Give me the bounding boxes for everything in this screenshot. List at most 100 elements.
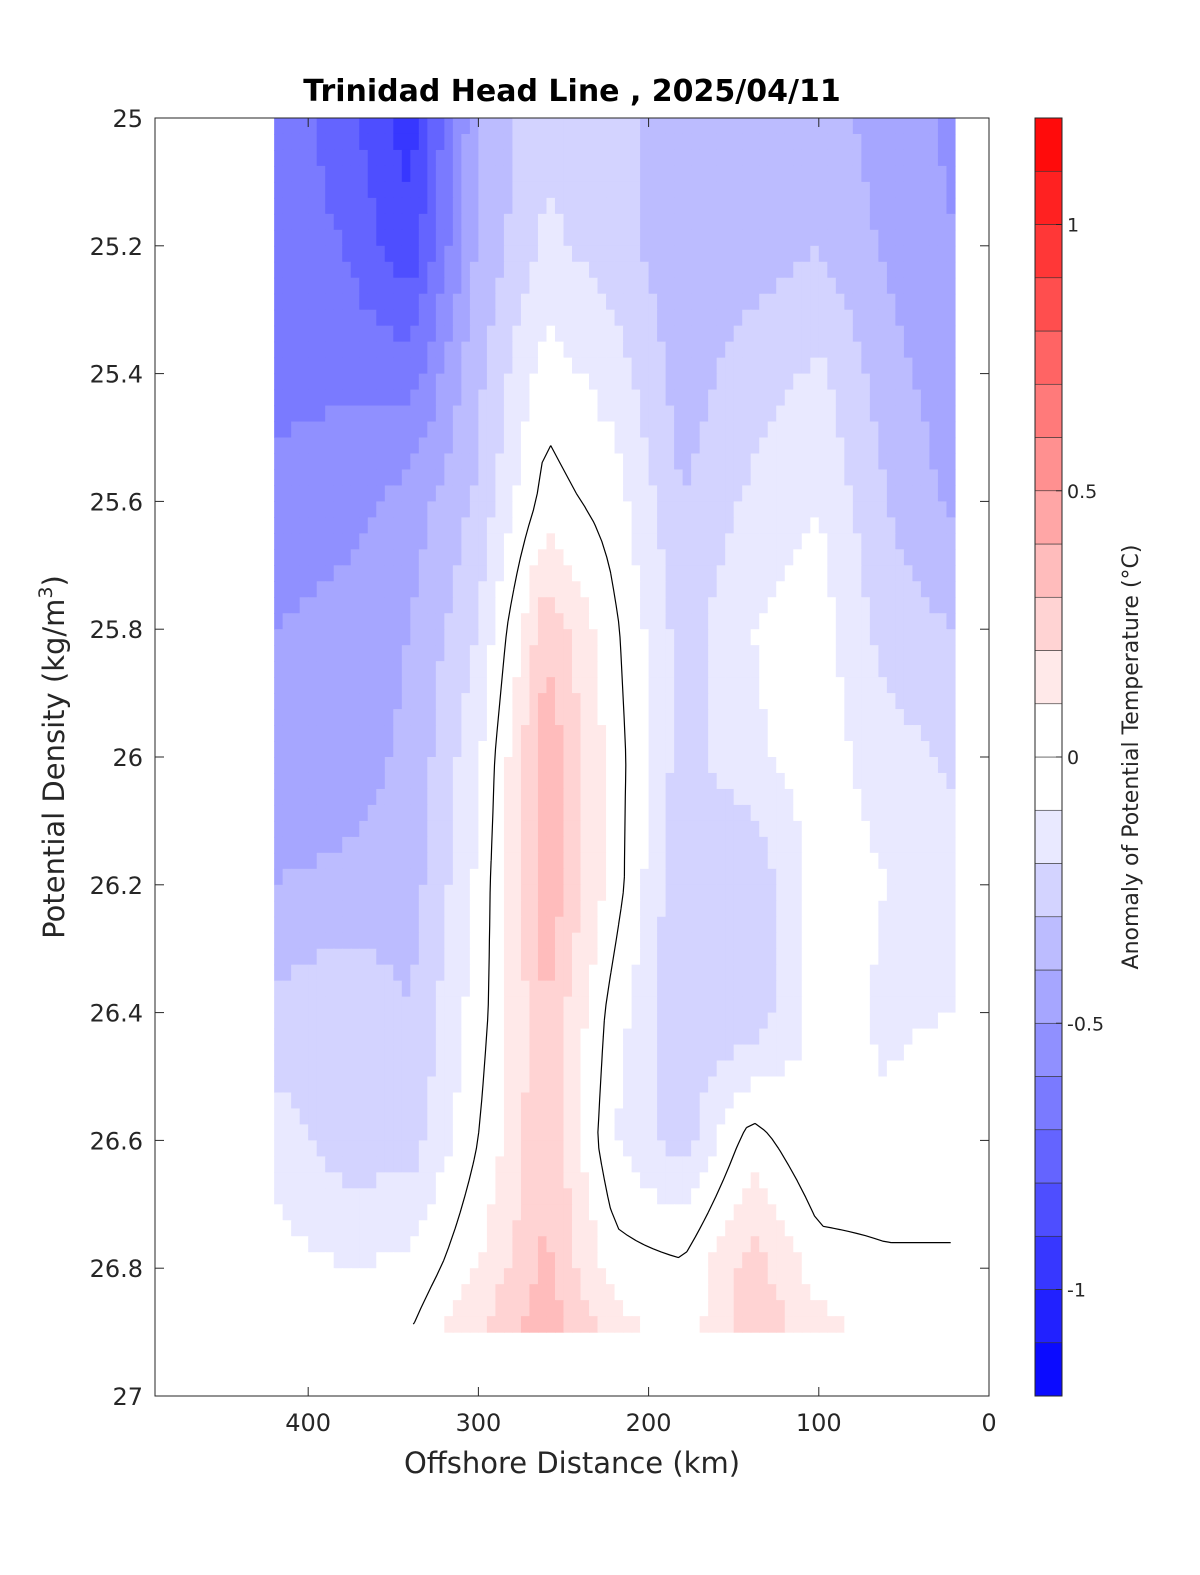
heat-cell — [572, 1060, 582, 1078]
heat-cell — [776, 645, 786, 662]
heat-cell — [316, 309, 326, 327]
heat-cell — [878, 709, 888, 726]
heat-cell — [520, 884, 531, 902]
heat-cell — [682, 1060, 692, 1078]
heat-cell — [435, 1076, 445, 1094]
heat-cell — [818, 709, 828, 726]
heat-cell — [623, 197, 633, 215]
heat-cell — [912, 133, 922, 151]
heat-cell — [606, 613, 616, 630]
heat-cell — [903, 453, 914, 471]
heat-cell — [869, 725, 879, 742]
heat-cell — [733, 788, 743, 806]
heat-cell — [299, 437, 309, 455]
heat-cell — [444, 1108, 454, 1126]
heat-cell — [631, 229, 641, 247]
heat-cell — [835, 836, 845, 854]
heat-cell — [733, 757, 743, 774]
heat-cell — [614, 629, 624, 646]
heat-cell — [537, 868, 548, 886]
heat-cell — [537, 373, 548, 391]
heat-cell — [350, 293, 360, 311]
heat-cell — [699, 1076, 709, 1094]
heat-cell — [580, 389, 590, 407]
heat-cell — [742, 485, 752, 502]
heat-cell — [333, 1028, 343, 1046]
heat-cell — [606, 948, 616, 966]
heat-cell — [640, 868, 650, 886]
heat-cell — [580, 1044, 590, 1062]
heat-cell — [546, 229, 556, 247]
heat-cell — [716, 133, 726, 151]
heat-cell — [461, 677, 471, 694]
heat-cell — [844, 629, 854, 646]
heat-cell — [554, 389, 565, 407]
heat-cell — [716, 309, 726, 327]
heat-cell — [742, 118, 752, 135]
heat-cell — [691, 868, 701, 886]
heat-cell — [376, 1076, 386, 1094]
heat-cell — [495, 1076, 505, 1094]
heat-cell — [793, 325, 803, 343]
heat-cell — [852, 533, 862, 550]
heat-cell — [648, 1092, 658, 1110]
heat-cell — [461, 772, 471, 790]
heat-cell — [325, 980, 335, 998]
heat-cell — [469, 325, 479, 343]
heat-cell — [572, 900, 582, 918]
heat-cell — [767, 357, 777, 375]
heat-cell — [274, 1108, 284, 1126]
heat-cell — [418, 1044, 428, 1062]
heat-cell — [410, 149, 420, 167]
heat-cell — [537, 165, 548, 183]
heat-cell — [716, 357, 726, 375]
heat-cell — [657, 389, 667, 407]
heat-cell — [342, 469, 352, 487]
heat-cell — [520, 916, 531, 934]
heat-cell — [291, 549, 301, 566]
heat-cell — [529, 852, 539, 870]
heat-cell — [767, 437, 777, 455]
heat-cell — [435, 661, 445, 678]
heat-cell — [546, 741, 556, 758]
heat-cell — [937, 261, 948, 279]
heat-cell — [299, 900, 309, 918]
heat-cell — [725, 533, 735, 550]
heat-cell — [929, 1092, 939, 1110]
heat-cell — [682, 341, 692, 359]
heat-cell — [759, 565, 769, 582]
heat-cell — [418, 501, 428, 518]
heat-cell — [597, 725, 607, 742]
heat-cell — [818, 1076, 828, 1094]
heat-cell — [640, 421, 650, 439]
heat-cell — [401, 293, 411, 311]
heat-cell — [750, 804, 760, 822]
heat-cell — [282, 133, 292, 151]
heat-cell — [469, 741, 479, 758]
heat-cell — [657, 613, 667, 630]
heat-cell — [554, 373, 565, 391]
heat-cell — [750, 757, 760, 774]
heat-cell — [886, 149, 896, 167]
heat-cell — [759, 741, 769, 758]
heat-cell — [512, 517, 522, 534]
heat-cell — [852, 229, 862, 247]
heat-cell — [563, 884, 573, 902]
heat-cell — [699, 533, 709, 550]
heat-cell — [469, 804, 479, 822]
heat-cell — [708, 1060, 718, 1078]
heat-cell — [920, 261, 931, 279]
heat-cell — [282, 581, 292, 598]
heat-cell — [733, 437, 743, 455]
heat-cell — [793, 181, 803, 199]
heat-cell — [393, 868, 403, 886]
heat-cell — [537, 1060, 548, 1078]
heat-cell — [435, 868, 445, 886]
heat-cell — [274, 820, 284, 838]
heat-cell — [486, 804, 497, 822]
heat-cell — [716, 549, 726, 566]
heat-cell — [495, 118, 505, 135]
heat-cell — [869, 1092, 879, 1110]
heat-cell — [512, 980, 522, 998]
heat-cell — [878, 421, 888, 439]
